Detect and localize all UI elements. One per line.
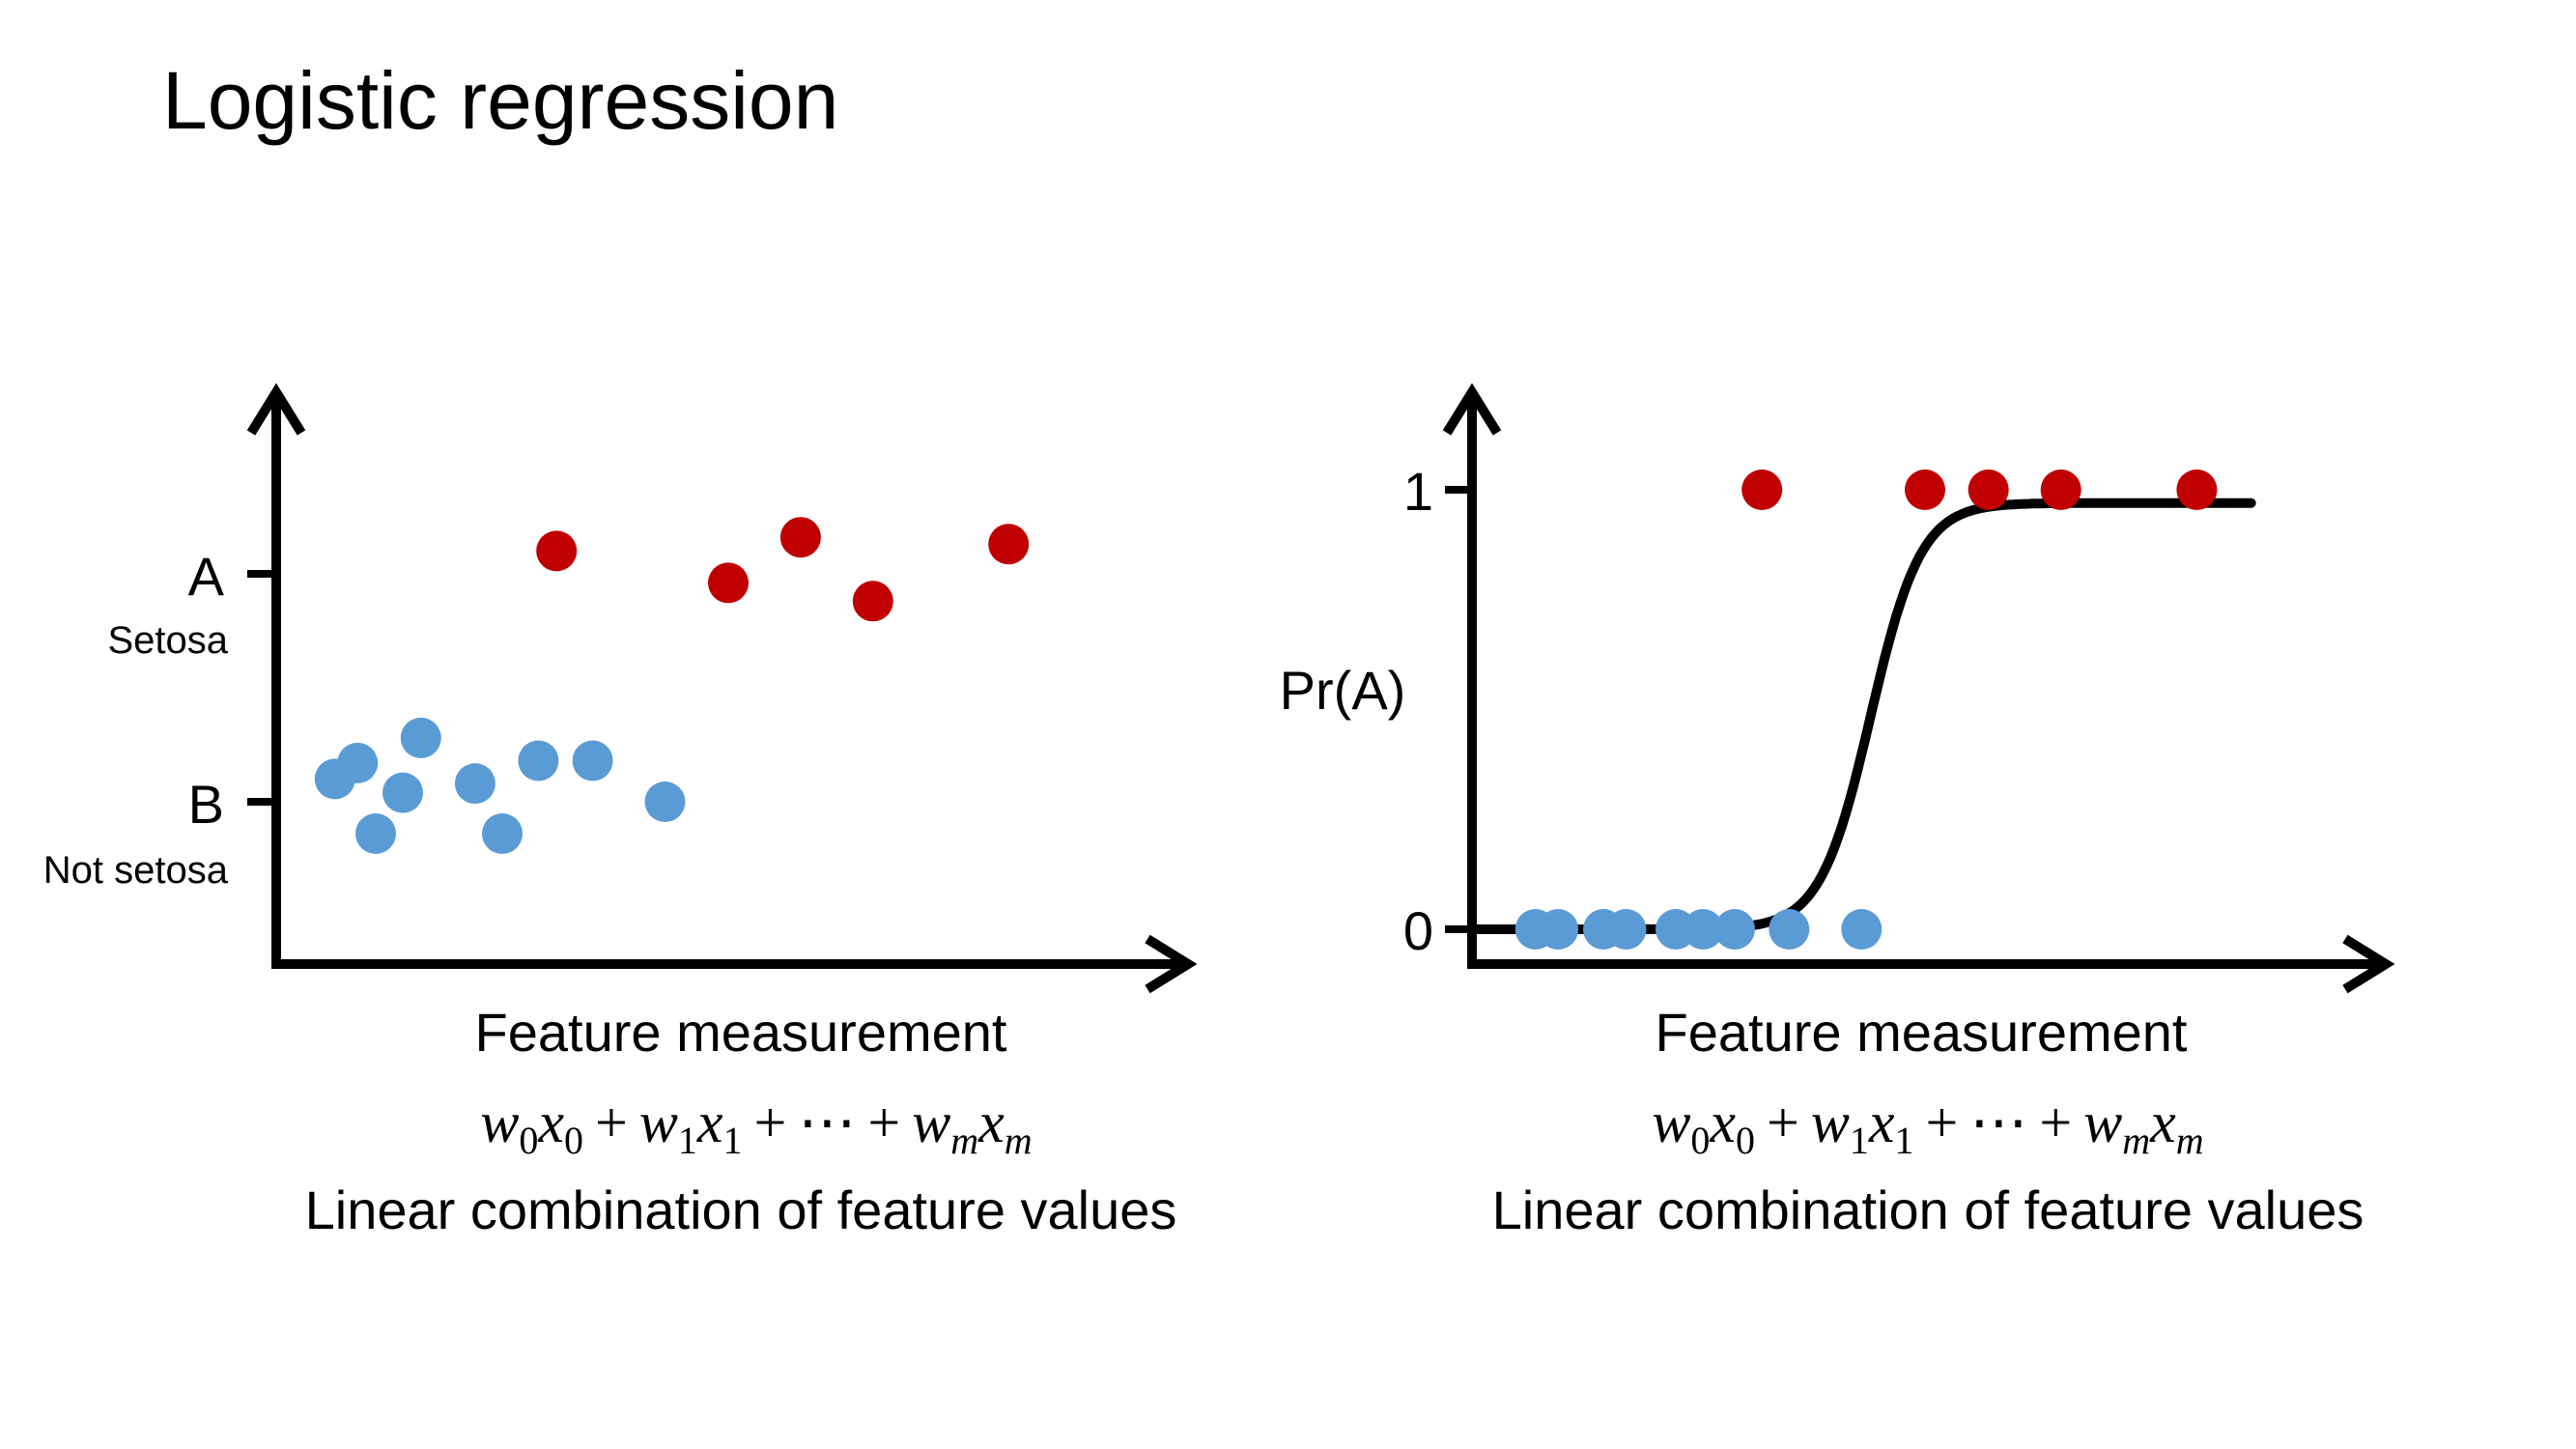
right-point-class-a-5: [2176, 469, 2218, 510]
right-y-tick-label-1: 1: [1403, 461, 1433, 522]
left-y-tick-label-b: B: [188, 774, 224, 835]
left-point-class-b-7: [482, 813, 523, 854]
left-point-class-b-4: [382, 772, 423, 813]
left-point-class-b-10: [644, 781, 686, 822]
right-point-class-b-9: [1841, 909, 1882, 950]
right-y-axis-label: Pr(A): [1280, 660, 1406, 721]
right-data-points: [1514, 469, 2218, 950]
left-point-class-a-1: [536, 530, 578, 572]
right-formula: w0x0 + w1x1 + ⋯ + wmxm: [1652, 1091, 2203, 1162]
left-point-class-b-9: [572, 740, 613, 781]
left-point-class-a-5: [988, 524, 1030, 565]
left-x-axis-label: Feature measurement: [475, 1002, 1007, 1063]
sigmoid-curve: [1467, 497, 2256, 934]
right-point-class-b-4: [1605, 909, 1647, 950]
left-formula: w0x0 + w1x1 + ⋯ + wmxm: [480, 1091, 1032, 1162]
right-y-axis-arrowhead: [1442, 383, 1502, 436]
right-point-class-b-8: [1769, 909, 1810, 950]
right-chart: 1 0 Pr(A) Feature measurement w0x0 + w1x1 +…: [1280, 383, 2395, 1240]
right-point-class-a-2: [1905, 469, 1945, 510]
right-y-tick-label-0: 0: [1403, 900, 1433, 961]
right-point-class-b-7: [1714, 909, 1755, 950]
left-point-class-b-8: [518, 740, 559, 781]
left-y-tick-sublabel-b: Not setosa: [43, 849, 229, 892]
left-chart: A Setosa B Not setosa Feature measuremen…: [43, 383, 1198, 1240]
right-caption: Linear combination of feature values: [1492, 1179, 2364, 1240]
left-data-points: [314, 517, 1030, 854]
left-point-class-b-6: [454, 763, 495, 805]
left-point-class-b-2: [337, 742, 379, 783]
right-x-axis-arrowhead: [2342, 934, 2395, 994]
right-point-class-b-6: [1683, 909, 1724, 950]
left-x-axis-arrowhead: [1145, 934, 1198, 994]
left-point-class-a-3: [779, 517, 821, 558]
right-point-class-b-2: [1538, 909, 1579, 950]
left-point-class-b-3: [355, 813, 396, 854]
left-caption: Linear combination of feature values: [305, 1179, 1177, 1240]
left-y-axis-arrowhead: [246, 383, 306, 436]
slide-title: Logistic regression: [162, 55, 839, 146]
left-y-tick-label-a: A: [188, 546, 225, 607]
right-x-axis-label: Feature measurement: [1656, 1002, 2188, 1063]
right-point-class-a-1: [1741, 469, 1783, 510]
left-point-class-a-2: [708, 562, 749, 604]
right-point-class-a-4: [2040, 469, 2081, 510]
right-point-class-a-3: [1967, 469, 2009, 510]
left-y-tick-sublabel-a: Setosa: [107, 619, 228, 662]
left-point-class-b-5: [400, 717, 441, 758]
left-point-class-a-4: [852, 581, 893, 622]
